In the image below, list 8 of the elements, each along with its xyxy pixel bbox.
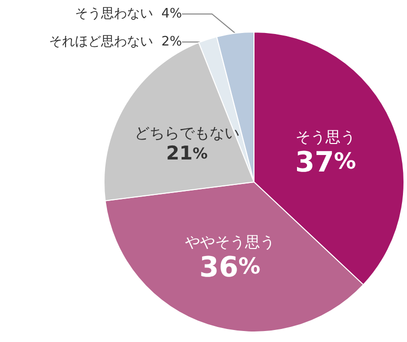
slice-label: ややそう思う [184,233,275,252]
data-label: 37% [295,146,356,179]
slice-label: それほど思わない 2% [49,34,182,50]
slice-label: そう思わない 4% [75,6,182,22]
data-label: 36% [199,250,260,284]
data-label: 21% [166,142,208,164]
slice-label: そう思う [296,128,356,146]
slice-label: どちらでもない [134,124,240,142]
